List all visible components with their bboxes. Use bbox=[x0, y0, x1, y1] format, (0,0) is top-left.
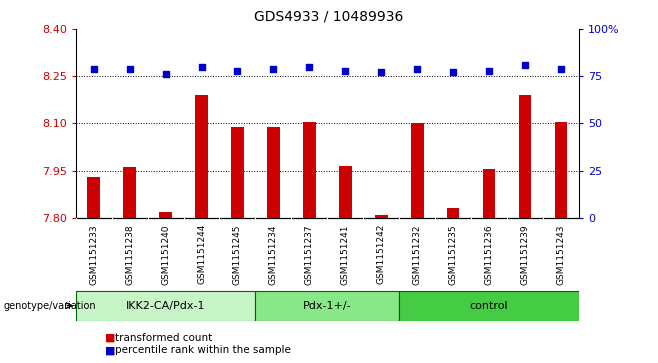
Text: GSM1151232: GSM1151232 bbox=[413, 224, 422, 285]
Point bbox=[88, 66, 99, 72]
Bar bbox=[267, 127, 280, 218]
Bar bbox=[303, 122, 316, 218]
Bar bbox=[255, 291, 399, 321]
Text: ■: ■ bbox=[105, 345, 116, 355]
Bar bbox=[519, 95, 532, 218]
Point bbox=[161, 72, 171, 77]
Text: GSM1151236: GSM1151236 bbox=[485, 224, 494, 285]
Text: GSM1151234: GSM1151234 bbox=[269, 224, 278, 285]
Bar bbox=[483, 169, 495, 218]
Text: transformed count: transformed count bbox=[115, 333, 213, 343]
Point bbox=[412, 66, 422, 72]
Point bbox=[196, 64, 207, 70]
Point bbox=[268, 66, 279, 72]
Bar bbox=[159, 212, 172, 218]
Text: GSM1151245: GSM1151245 bbox=[233, 224, 242, 285]
Point bbox=[232, 68, 243, 73]
Point bbox=[556, 66, 567, 72]
Bar bbox=[76, 291, 255, 321]
Text: GSM1151239: GSM1151239 bbox=[520, 224, 530, 285]
Point bbox=[448, 70, 459, 76]
Bar bbox=[231, 127, 243, 218]
Bar bbox=[339, 166, 351, 218]
Point bbox=[484, 68, 494, 73]
Text: IKK2-CA/Pdx-1: IKK2-CA/Pdx-1 bbox=[126, 301, 205, 311]
Bar bbox=[411, 123, 424, 218]
Text: GSM1151235: GSM1151235 bbox=[449, 224, 458, 285]
Text: GSM1151241: GSM1151241 bbox=[341, 224, 350, 285]
Text: percentile rank within the sample: percentile rank within the sample bbox=[115, 345, 291, 355]
Bar bbox=[123, 167, 136, 218]
Text: GSM1151243: GSM1151243 bbox=[557, 224, 566, 285]
Text: GSM1151244: GSM1151244 bbox=[197, 224, 206, 285]
Bar bbox=[447, 208, 459, 218]
Text: GSM1151233: GSM1151233 bbox=[89, 224, 98, 285]
Text: GSM1151242: GSM1151242 bbox=[377, 224, 386, 285]
Point bbox=[340, 68, 351, 73]
Text: ■: ■ bbox=[105, 333, 116, 343]
Bar bbox=[375, 215, 388, 218]
Text: GSM1151238: GSM1151238 bbox=[125, 224, 134, 285]
Point bbox=[520, 62, 530, 68]
Text: control: control bbox=[470, 301, 509, 311]
Point bbox=[124, 66, 135, 72]
Bar bbox=[399, 291, 579, 321]
Point bbox=[376, 70, 386, 76]
Text: genotype/variation: genotype/variation bbox=[3, 301, 96, 311]
Bar bbox=[195, 95, 208, 218]
Bar bbox=[555, 122, 567, 218]
Text: Pdx-1+/-: Pdx-1+/- bbox=[303, 301, 351, 311]
Bar bbox=[88, 177, 100, 218]
Text: GSM1151237: GSM1151237 bbox=[305, 224, 314, 285]
Point bbox=[304, 64, 315, 70]
Text: GDS4933 / 10489936: GDS4933 / 10489936 bbox=[254, 9, 404, 23]
Text: GSM1151240: GSM1151240 bbox=[161, 224, 170, 285]
